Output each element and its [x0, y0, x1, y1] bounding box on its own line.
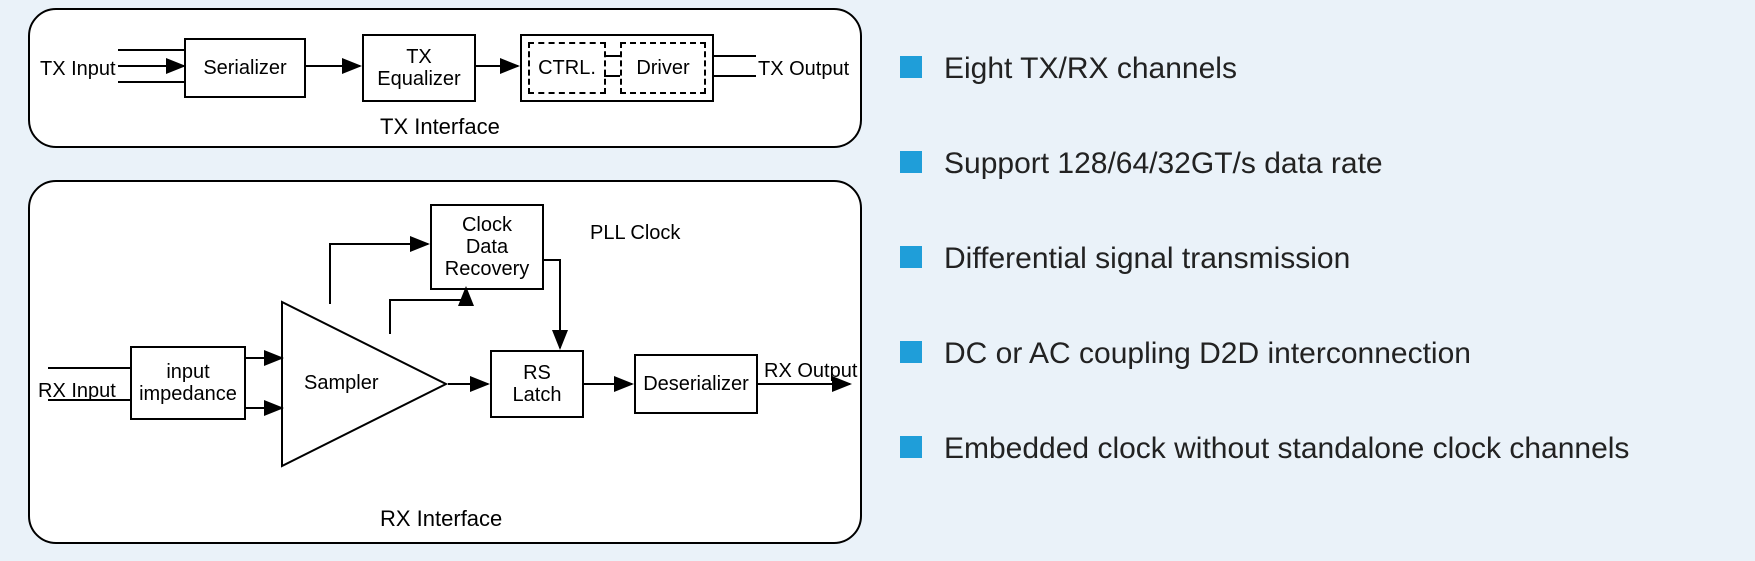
bullet-text: Support 128/64/32GT/s data rate [944, 135, 1383, 192]
list-item: Differential signal transmission [900, 230, 1720, 287]
rx-cdr-text: ClockDataRecovery [445, 214, 529, 280]
rx-input-label: RX Input [38, 380, 116, 403]
bullet-text: DC or AC coupling D2D interconnection [944, 325, 1471, 382]
list-item: Support 128/64/32GT/s data rate [900, 135, 1720, 192]
rx-rslatch-text: RSLatch [513, 362, 562, 406]
rx-deserializer-text: Deserializer [643, 373, 749, 395]
list-item: Eight TX/RX channels [900, 40, 1720, 97]
square-bullet-icon [900, 56, 922, 78]
bullet-text: Embedded clock without standalone clock … [944, 420, 1629, 477]
rx-caption: RX Interface [380, 506, 502, 532]
square-bullet-icon [900, 151, 922, 173]
rx-sampler-text: Sampler [304, 372, 378, 395]
tx-output-label: TX Output [758, 58, 849, 81]
rx-pll-clock-label: PLL Clock [590, 222, 680, 245]
tx-equalizer-box: TXEqualizer [362, 34, 476, 102]
rx-impedance-box: inputimpedance [130, 346, 246, 420]
rx-cdr-box: ClockDataRecovery [430, 204, 544, 290]
rx-impedance-text: inputimpedance [139, 361, 237, 405]
rx-deserializer-box: Deserializer [634, 354, 758, 414]
tx-driver-box: Driver [620, 42, 706, 94]
tx-driver-text: Driver [636, 57, 689, 80]
list-item: Embedded clock without standalone clock … [900, 420, 1720, 477]
tx-serializer-box: Serializer [184, 38, 306, 98]
list-item: DC or AC coupling D2D interconnection [900, 325, 1720, 382]
feature-bullets: Eight TX/RX channels Support 128/64/32GT… [900, 40, 1720, 515]
tx-ctrl-box: CTRL. [528, 42, 606, 94]
rx-rslatch-box: RSLatch [490, 350, 584, 418]
square-bullet-icon [900, 341, 922, 363]
bullet-text: Differential signal transmission [944, 230, 1350, 287]
tx-input-label: TX Input [40, 58, 116, 81]
tx-caption: TX Interface [380, 114, 500, 140]
bullet-text: Eight TX/RX channels [944, 40, 1237, 97]
tx-serializer-text: Serializer [203, 57, 286, 79]
rx-output-label: RX Output [764, 360, 857, 383]
square-bullet-icon [900, 436, 922, 458]
tx-ctrl-text: CTRL. [538, 57, 596, 80]
tx-equalizer-text: TXEqualizer [377, 46, 460, 90]
square-bullet-icon [900, 246, 922, 268]
